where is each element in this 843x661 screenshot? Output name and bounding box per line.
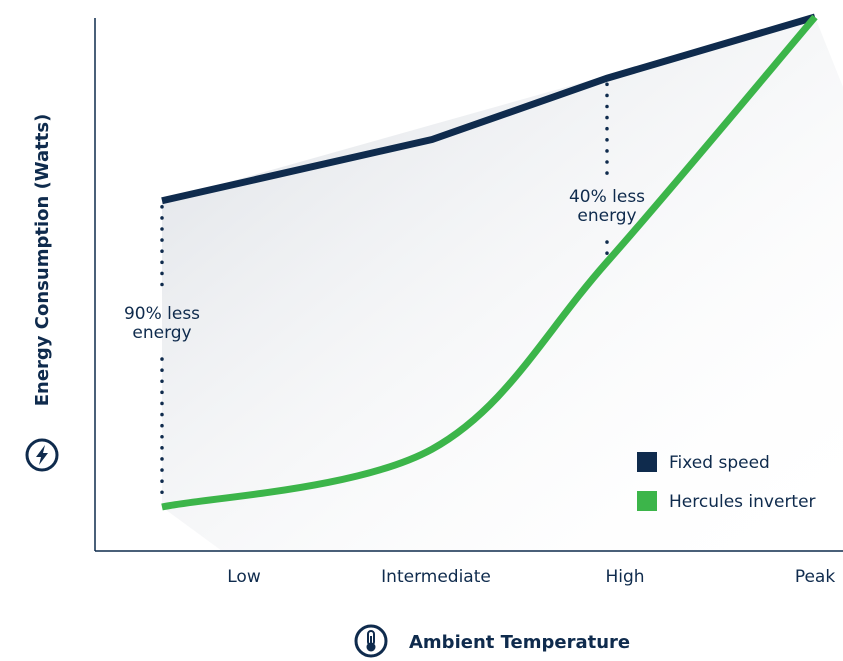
annotation-label: 90% less [124,304,200,324]
y-axis-title: Energy Consumption (Watts) [32,114,53,407]
y-axis-title-group: Energy Consumption (Watts) [32,114,53,407]
series-line-hercules-inverter [161,14,818,511]
legend-label: Fixed speed [669,453,770,473]
x-tick-labels: Low Intermediate High Peak [227,567,835,587]
annotation-label: energy [577,206,636,226]
series-lines [161,13,818,511]
x-tick-label: Peak [795,567,836,587]
curve-shadow [162,17,843,551]
x-tick-label: High [605,567,644,587]
annotation-label: energy [132,323,191,343]
legend: Fixed speed Hercules inverter [637,452,816,512]
x-axis-title: Ambient Temperature [409,632,630,653]
annotation-label: 40% less [569,187,645,207]
lightning-bolt-icon [25,438,59,472]
legend-swatch [637,491,657,511]
legend-label: Hercules inverter [669,492,816,512]
x-tick-label: Low [227,567,261,587]
thermometer-icon [354,624,388,658]
series-line-fixed-speed [161,13,816,205]
x-tick-label: Intermediate [381,567,491,587]
legend-swatch [637,452,657,472]
